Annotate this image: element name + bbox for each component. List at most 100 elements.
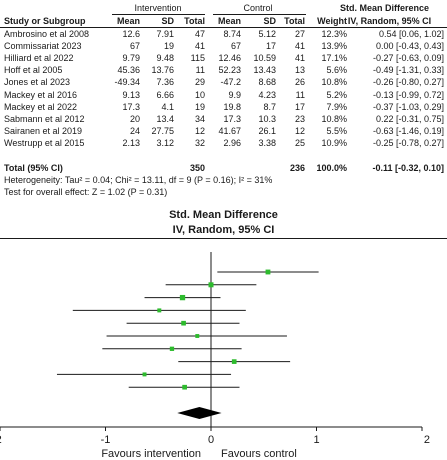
- mean-intervention: 67: [129, 41, 140, 52]
- header-divider: [0, 27, 447, 28]
- study-name: Ambrosino et al 2008: [4, 29, 90, 39]
- heterogeneity-text: Heterogeneity: Tau² = 0.04; Chi² = 13.11…: [4, 175, 273, 185]
- effect-square: [181, 320, 186, 326]
- sd-control: 13.43: [253, 65, 276, 76]
- total-control: 17: [294, 101, 305, 112]
- intervention-group-header: Intervention: [134, 3, 182, 13]
- effect-square: [142, 372, 147, 377]
- total-control: 13: [294, 65, 305, 76]
- weight-value: 5.2%: [326, 89, 347, 100]
- sd-intervention: 13.76: [151, 65, 174, 76]
- favours-control-label: Favours control: [221, 448, 297, 460]
- weight-value: 5.5%: [326, 125, 347, 136]
- pooled-diamond: [177, 407, 222, 419]
- study-name: Mackey et al 2016: [4, 89, 78, 100]
- smd-ci-value: -0.49 [-1.31, 0.33]: [372, 65, 444, 76]
- mean-control: 52.23: [218, 65, 241, 76]
- sd-control: 10.59: [253, 53, 276, 64]
- sd-control: 4.23: [258, 89, 276, 100]
- mean-control: 9.9: [228, 89, 241, 100]
- effect-square: [195, 334, 200, 338]
- weight-value: 13.9%: [321, 41, 347, 52]
- x-tick-label: -1: [101, 434, 111, 446]
- study-name: Sabmann et al 2012: [4, 113, 85, 124]
- study-name: Sairanen et al 2019: [4, 125, 83, 136]
- total2-header: Total: [284, 16, 305, 26]
- total-intervention: 19: [194, 101, 205, 112]
- x-tick-label: 1: [313, 434, 319, 446]
- total-control: 12: [294, 125, 305, 136]
- mean-intervention: 45.36: [117, 65, 140, 76]
- effect-square: [265, 269, 271, 275]
- total-control: 25: [294, 137, 305, 148]
- total-intervention: 41: [194, 41, 205, 52]
- effect-square: [182, 384, 187, 390]
- total-intervention: 115: [190, 53, 205, 64]
- x-tick-label: 0: [208, 434, 214, 446]
- total-control: 11: [295, 89, 305, 100]
- total-intervention: 32: [194, 137, 205, 148]
- total-intervention: 34: [194, 113, 205, 124]
- total-label: Total (95% CI): [4, 163, 63, 173]
- total-intervention: 47: [194, 29, 205, 39]
- smd-ci-value: 0.00 [-0.43, 0.43]: [375, 41, 444, 52]
- weight-value: 10.8%: [321, 113, 347, 124]
- sd-control: 8.68: [258, 77, 276, 88]
- sd1-header: SD: [161, 16, 174, 26]
- sd-intervention: 9.48: [156, 53, 174, 64]
- mean-control: 12.46: [218, 53, 241, 64]
- sd-control: 3.38: [258, 137, 276, 148]
- sd-control: 26.1: [258, 125, 276, 136]
- sd-intervention: 3.12: [156, 137, 174, 148]
- method-header: IV, Random, 95% CI: [347, 16, 432, 26]
- total-n2: 236: [289, 163, 305, 173]
- study-column-header: Study or Subgroup: [4, 16, 86, 26]
- total-ci: -0.11 [-0.32, 0.10]: [372, 163, 444, 173]
- control-group-header: Control: [243, 3, 273, 13]
- favours-intervention-label: Favours intervention: [101, 448, 201, 460]
- smd-ci-value: 0.54 [0.06, 1.02]: [378, 29, 444, 39]
- total-control: 26: [294, 77, 305, 88]
- weight-value: 7.9%: [326, 101, 347, 112]
- sd-control: 10.3: [258, 113, 276, 124]
- smd-ci-value: -0.27 [-0.63, 0.09]: [372, 53, 444, 64]
- smd-ci-value: -0.13 [-0.99, 0.72]: [372, 89, 444, 100]
- smd-ci-value: -0.37 [-1.03, 0.29]: [372, 101, 444, 112]
- mean-control: 17.3: [223, 113, 241, 124]
- mean-intervention: 12.6: [122, 29, 140, 39]
- study-name: Jones et al 2023: [4, 77, 71, 88]
- effect-square: [208, 282, 214, 288]
- study-name: Commissariat 2023: [4, 41, 82, 52]
- mean1-header: Mean: [116, 16, 140, 26]
- control-underline: [213, 14, 306, 15]
- total-intervention: 29: [194, 77, 205, 88]
- plot-subtitle: IV, Random, 95% CI: [172, 224, 275, 236]
- total-control: 41: [294, 41, 305, 52]
- sd-intervention: 19: [163, 41, 174, 52]
- mean-control: 19.8: [223, 101, 241, 112]
- total-n1: 350: [189, 163, 205, 173]
- weight-value: 10.9%: [321, 137, 347, 148]
- mean-intervention: 2.13: [122, 137, 140, 148]
- smd-ci-value: 0.22 [-0.31, 0.75]: [375, 113, 444, 124]
- sd-intervention: 13.4: [156, 113, 174, 124]
- sd-intervention: 4.1: [161, 101, 174, 112]
- mean-control: 8.74: [223, 29, 241, 39]
- mean-intervention: 9.13: [122, 89, 140, 100]
- plot-header-divider: [0, 238, 447, 239]
- mean-control: 2.96: [223, 137, 241, 148]
- smd-ci-value: -0.25 [-0.78, 0.27]: [372, 137, 444, 148]
- sd-intervention: 7.36: [156, 77, 174, 88]
- total-intervention: 11: [195, 65, 205, 76]
- effect-square: [231, 359, 237, 364]
- mean-intervention: 17.3: [122, 101, 140, 112]
- total-weight: 100.0%: [316, 163, 347, 173]
- x-tick-label: -2: [0, 434, 2, 446]
- study-name: Westrupp et al 2015: [4, 137, 85, 148]
- weight-value: 17.1%: [321, 53, 347, 64]
- weight-value: 10.8%: [321, 77, 347, 88]
- total-intervention: 10: [194, 89, 205, 100]
- mean-intervention: 20: [129, 113, 140, 124]
- mean-intervention: 24: [129, 125, 140, 136]
- weight-value: 5.6%: [326, 65, 347, 76]
